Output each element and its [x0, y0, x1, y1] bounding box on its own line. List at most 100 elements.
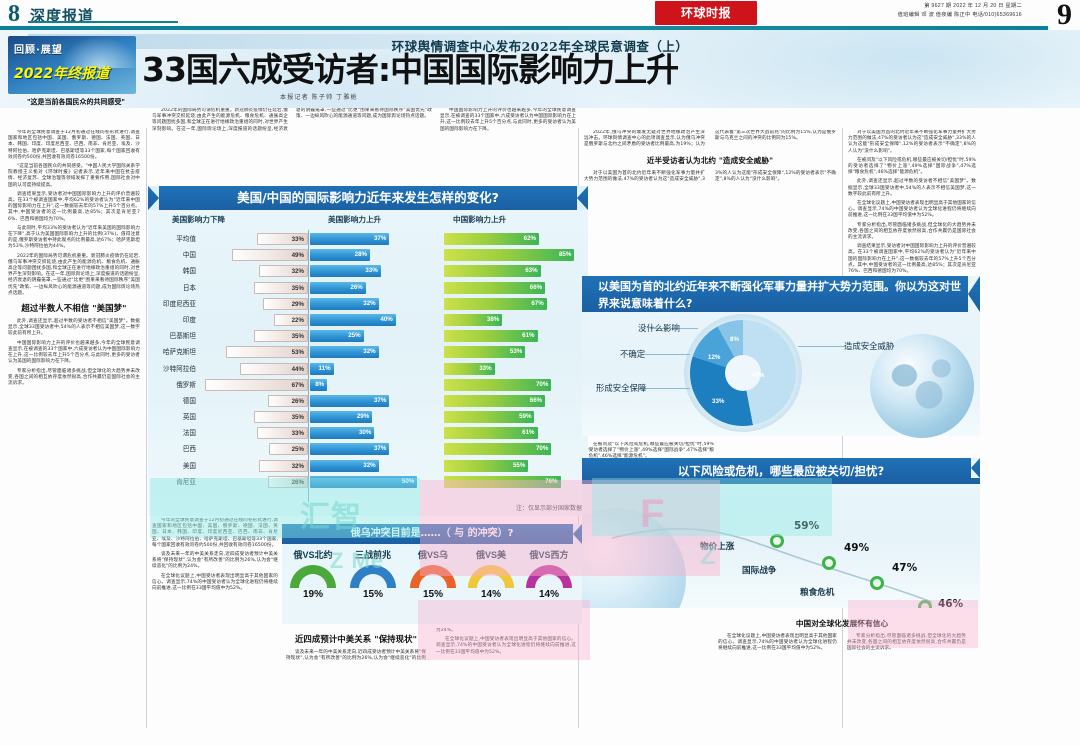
bar-us-rise: 32%	[310, 459, 379, 472]
paragraph: 谈及未来一年的中美关系走向,近四成受访者预计中美关系将"保持现状",认为会"有所…	[152, 552, 278, 570]
bar-cn-rise: 38%	[444, 313, 503, 326]
bar-us-rise: 40%	[310, 313, 396, 326]
bar-us-rise: 29%	[310, 411, 373, 424]
chart-bar-rows: 平均值 33% 37% 62% 中国 49% 28% 85% 韩国 32% 33% 63% 日本 35% 2…	[148, 232, 588, 491]
bar-us-rise: 32%	[310, 297, 379, 310]
donut-legend-security: 形成安全保障	[596, 383, 647, 393]
text-column-3-footer: 中国对全球化发展怀有信心 在全球化议题上,中国受访者表现出明显高于其他国家的信心…	[718, 612, 966, 728]
retro-logo-line1: 回顾·展望	[14, 45, 63, 56]
bar-wrapper-left: 29%	[198, 297, 308, 310]
series-header-us-decline: 美国影响力下降	[172, 215, 226, 224]
subhead-4: 中国对全球化发展怀有信心	[795, 619, 889, 628]
paragraph: 在被问及"以下风险或危机,哪些最应被关切/担忧"时,59%的受访者选择了"物价上…	[848, 157, 976, 176]
risk-title-banner: 以下风险或危机，哪些最应被关切/担忧?	[582, 458, 980, 484]
country-label: 法国	[182, 429, 196, 438]
ru-item: 俄VS美 14%	[462, 548, 520, 600]
chart-title: 美国/中国的国际影响力近年来发生怎样的变化?	[237, 190, 499, 205]
chart-row: 德国 26% 37% 66%	[148, 394, 588, 410]
paragraph: 调查结果显示,受访者对中国国际影响力上升的评价普遍较高。在33个被调查国家中,平…	[8, 191, 140, 222]
paragraph: 对于以美国为首的北约近年来不断强化军事力量并扩大势力范围的做法,47%的受访者认…	[848, 130, 976, 154]
bar-wrapper-left: 26%	[198, 475, 308, 488]
bar-wrapper-right: 61%	[444, 427, 584, 440]
kicker: 环球舆情调查中心发布2022年全球民意调查（上）	[391, 39, 689, 54]
chart-risk-concerns: 以下风险或危机，哪些最应被关切/担忧? 59% 49% 47% 46% 物价上涨…	[582, 458, 980, 608]
paragraph: 在被问及"以下风险或危机,哪些最应被关切/担忧"时,59%的受访者选择了"物价上…	[584, 442, 714, 460]
bar-value: 32%	[363, 461, 376, 469]
bar-wrapper-right: 38%	[444, 313, 584, 326]
chart-row: 俄罗斯 67% 8% 70%	[148, 378, 588, 394]
bar-value: 33%	[291, 430, 304, 438]
bar-us-rise: 8%	[310, 378, 328, 391]
ru-item: 三战前兆 15%	[344, 548, 402, 600]
country-label: 英国	[182, 413, 196, 422]
bar-wrapper-left: 35%	[198, 330, 308, 343]
issue-line: 第 9627 期 2022 年 12 月 20 日 星期二	[924, 3, 1022, 9]
bar-wrapper-right: 70%	[444, 378, 584, 391]
bar-value: 28%	[354, 251, 368, 259]
bar-cn-rise: 33%	[444, 362, 495, 375]
ru-label: 俄VS乌	[417, 550, 448, 560]
bar-wrapper-right: 63%	[444, 265, 584, 278]
country-label: 哈萨克斯坦	[163, 348, 196, 357]
bar-us-rise: 26%	[310, 281, 366, 294]
bar-us-decline: 33%	[257, 427, 308, 440]
bar-wrapper-mid: 30%	[310, 427, 430, 440]
chart-row: 印度尼西亚 29% 32% 67%	[148, 297, 588, 313]
bar-wrapper-right: 53%	[444, 346, 584, 359]
banner: 环球舆情调查中心发布2022年全球民意调查（上） 33国六成受访者:中国国际影响…	[0, 30, 1080, 108]
bar-value: 70%	[535, 380, 549, 388]
bar-us-decline: 29%	[263, 297, 308, 310]
bar-wrapper-mid: 37%	[310, 394, 430, 407]
bar-cn-rise: 61%	[444, 330, 538, 343]
bar-wrapper-mid: 28%	[310, 249, 430, 262]
bar-value: 67%	[291, 381, 304, 389]
bar-us-decline: 35%	[254, 411, 308, 424]
ru-title-banner: 俄乌冲突目前是……（ 与 的冲突）?	[282, 524, 582, 544]
pull-quote: "这是当前各国民众的共同感受"	[27, 99, 125, 106]
chart-row: 中国 49% 28% 85%	[148, 248, 588, 264]
bar-cn-rise: 66%	[444, 281, 546, 294]
bar-us-decline: 33%	[257, 233, 308, 245]
bar-value: 32%	[363, 299, 376, 307]
risk-title: 以下风险或危机，哪些最应被关切/担忧?	[677, 464, 885, 478]
bar-us-decline: 35%	[254, 330, 308, 343]
ru-item: 俄VS北约 19%	[284, 548, 342, 600]
bar-wrapper-mid: 37%	[310, 233, 430, 245]
risk-value-2: 49%	[844, 542, 870, 554]
bar-value: 63%	[525, 267, 538, 275]
country-label: 德国	[182, 396, 196, 405]
bar-wrapper-right: 55%	[444, 459, 584, 472]
chart-row: 沙特阿拉伯 44% 11% 33%	[148, 362, 588, 378]
ru-semicircle-hole	[299, 574, 327, 588]
ru-label: 俄VS西方	[529, 550, 569, 560]
bar-us-decline: 25%	[269, 443, 308, 456]
paragraph: 2022年的国际局势可谓危机重重。新冠肺炎疫情仍在延宕,俄乌军事冲突交织延烧,由…	[8, 253, 140, 296]
bar-wrapper-left: 33%	[198, 233, 308, 245]
chart-title-banner: 美国/中国的国际影响力近年来发生怎样的变化?	[148, 186, 588, 210]
donut-value-noeffect: 8%	[730, 336, 739, 343]
ru-semicircle	[526, 565, 572, 588]
bar-wrapper-left: 67%	[198, 378, 308, 391]
bar-value: 37%	[373, 235, 387, 242]
paragraph: 谈及未来一年的中美关系走向,近四成受访者预计中美关系将"保持现状",认为会"有所…	[286, 628, 456, 662]
donut-legend-noeffect: 没什么影响	[638, 323, 680, 333]
ru-value: 14%	[480, 589, 501, 600]
subhead-1: 超过半数人不相信 "美国梦"	[21, 303, 127, 314]
risk-node-1	[770, 534, 784, 548]
risk-value-3: 47%	[892, 562, 918, 574]
bar-value: 38%	[486, 315, 500, 323]
bar-us-rise: 25%	[310, 330, 364, 343]
bar-us-decline: 44%	[240, 362, 308, 375]
bar-us-decline: 32%	[258, 265, 308, 278]
paragraph: "这是当前各国民众的共同感受。"中国人民大学国际关系学院教授王义桅对《环球时报》…	[8, 164, 140, 188]
ru-semicircle-hole	[359, 574, 387, 588]
bar-wrapper-left: 35%	[198, 411, 308, 424]
bar-cn-rise: 53%	[444, 346, 526, 359]
country-label: 肯尼亚	[176, 477, 196, 486]
donut-title-banner: 以美国为首的北约近年来不断强化军事力量并扩大势力范围。你以为这对世界来说意味着什…	[582, 276, 980, 312]
paragraph: 在全球化议题上,中国受访者表现出明显高于其他国家的信心。调查显示,74%的中国受…	[436, 637, 576, 655]
bar-wrapper-mid: 25%	[310, 330, 430, 343]
bar-value: 11%	[318, 364, 331, 372]
bar-wrapper-mid: 37%	[310, 443, 430, 456]
ru-value: 19%	[302, 589, 323, 600]
